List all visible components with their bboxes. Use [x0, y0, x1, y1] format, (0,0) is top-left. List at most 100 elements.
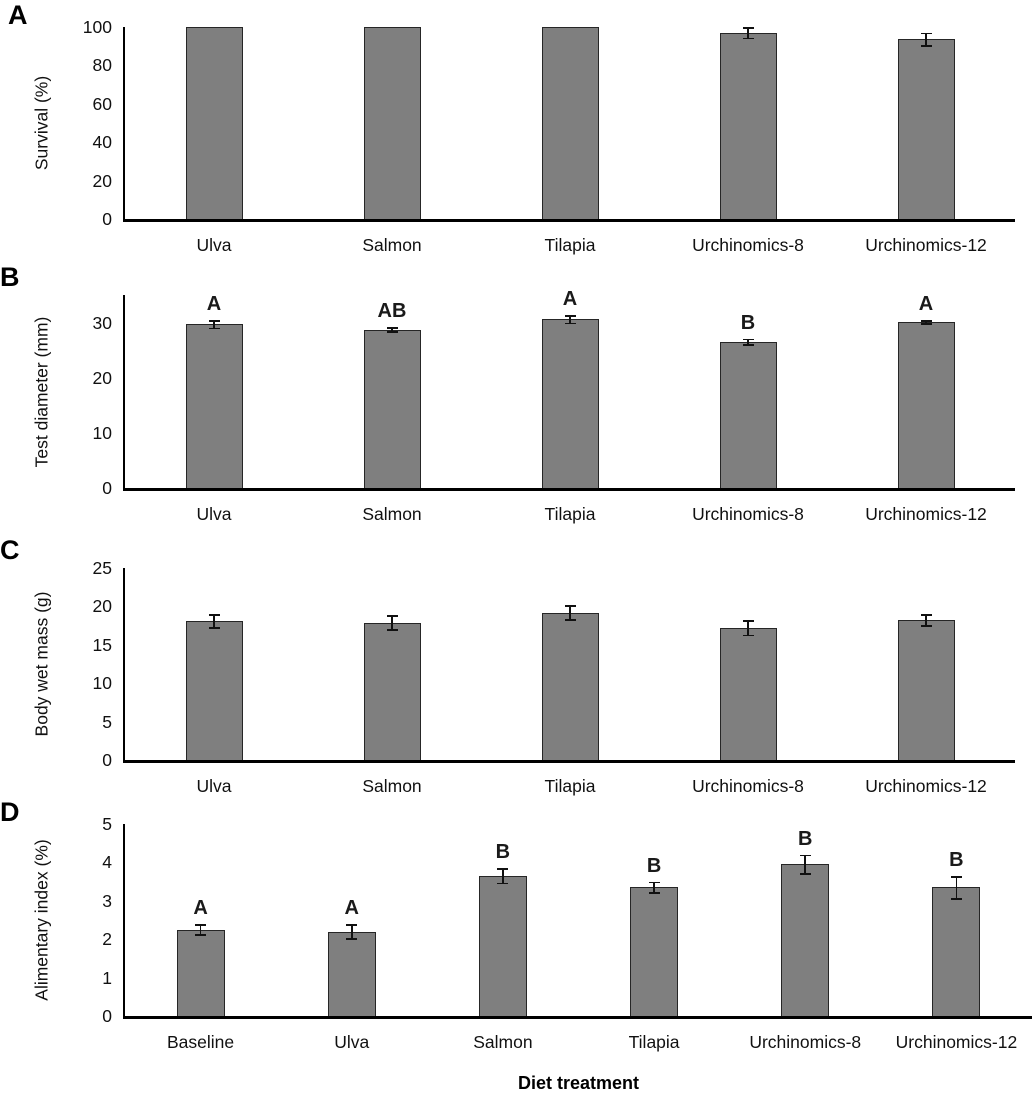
category-label: Tilapia: [544, 504, 596, 524]
category-label: Ulva: [196, 776, 232, 796]
error-bar-cap-bottom: [920, 625, 932, 628]
error-bar-cap-top: [742, 338, 754, 341]
error-bar: [502, 868, 504, 884]
error-bar: [569, 604, 571, 621]
error-bar-cap-top: [799, 854, 811, 857]
error-bar-cap-bottom: [564, 322, 576, 325]
category-label: Urchinomics-8: [692, 504, 804, 524]
panel-letter: C: [0, 535, 20, 565]
sig-letter: B: [798, 827, 813, 850]
error-bar-cap-top: [208, 319, 220, 322]
y-tick-label: 30: [92, 312, 112, 333]
category-label: Urchinomics-8: [692, 235, 804, 255]
error-bar: [391, 326, 393, 333]
error-bar-cap-bottom: [497, 882, 509, 885]
error-bar-cap-bottom: [742, 37, 754, 40]
error-bar-cap-bottom: [564, 619, 576, 621]
y-tick-label: 2: [102, 929, 112, 950]
panel-letter: D: [0, 797, 20, 827]
sig-letter: B: [740, 311, 756, 334]
category-label: Ulva: [196, 235, 232, 255]
error-bar-cap-top: [950, 875, 962, 878]
error-bar: [213, 319, 215, 329]
category-label: Urchinomics-8: [749, 1032, 862, 1052]
sig-letter: A: [562, 287, 578, 310]
y-tick-label: 0: [102, 1006, 112, 1026]
error-bar-cap-top: [920, 319, 932, 322]
error-bar-cap-bottom: [950, 897, 962, 900]
error-bar-cap-top: [208, 614, 220, 616]
x-axis-line: [123, 760, 1015, 763]
error-bar-cap-top: [920, 614, 932, 616]
bar: [363, 27, 421, 220]
sig-letter: A: [206, 292, 222, 315]
error-bar: [925, 614, 927, 627]
category-label: Salmon: [362, 235, 422, 255]
category-label: Tilapia: [544, 235, 596, 255]
error-bar-cap-bottom: [742, 634, 754, 637]
bar: [541, 612, 599, 761]
error-bar: [747, 27, 749, 39]
error-bar-cap-bottom: [920, 323, 932, 325]
error-bar-cap-top: [346, 923, 358, 926]
y-tick-label: 100: [82, 17, 112, 37]
bar: [897, 620, 955, 761]
category-label: Urchinomics-12: [865, 235, 987, 255]
error-bar-cap-bottom: [920, 45, 932, 47]
bar: [478, 875, 527, 1017]
x-axis-line: [123, 219, 1015, 222]
error-bar-cap-bottom: [386, 331, 398, 334]
error-bar-cap-bottom: [195, 934, 207, 937]
y-tick-label: 0: [102, 750, 112, 770]
error-bar: [391, 614, 393, 631]
bar: [541, 27, 599, 220]
error-bar: [350, 923, 353, 940]
bar: [719, 32, 777, 220]
error-bar: [747, 620, 749, 636]
y-tick-label: 20: [92, 170, 112, 191]
error-bar-cap-top: [742, 27, 754, 29]
error-bar-cap-bottom: [799, 872, 811, 875]
error-bar: [804, 854, 807, 874]
y-tick-label: 5: [102, 711, 112, 732]
error-bar-cap-top: [648, 881, 660, 884]
y-tick-label: 4: [102, 852, 112, 873]
error-bar: [925, 319, 927, 325]
error-bar-cap-bottom: [742, 344, 754, 346]
error-bar: [199, 923, 202, 936]
bar: [185, 620, 243, 761]
bar: [363, 329, 421, 489]
category-label: Tilapia: [628, 1032, 680, 1052]
error-bar: [569, 314, 571, 324]
bar: [185, 324, 243, 489]
error-bar-cap-top: [920, 32, 932, 35]
category-label: Salmon: [362, 504, 422, 524]
error-bar-cap-bottom: [208, 327, 220, 330]
y-tick-label: 40: [92, 132, 112, 153]
error-bar-cap-bottom: [346, 938, 358, 940]
error-bar-cap-top: [742, 620, 754, 622]
bar: [897, 322, 955, 489]
sig-letter: B: [646, 854, 662, 877]
y-tick-label: 5: [102, 814, 112, 834]
bar: [363, 622, 421, 761]
y-tick-label: 20: [92, 596, 112, 617]
panel-letter: B: [0, 262, 20, 292]
y-axis-line: [123, 27, 125, 219]
y-axis-line: [123, 824, 125, 1016]
panel-letter: A: [8, 0, 28, 30]
error-bar-cap-top: [386, 614, 398, 617]
sig-letter: A: [344, 896, 359, 919]
y-tick-label: 10: [92, 673, 112, 694]
y-axis-line: [123, 295, 125, 488]
sig-letter: B: [495, 841, 511, 864]
category-label: Tilapia: [544, 776, 596, 796]
bar: [897, 39, 955, 220]
bar: [185, 27, 243, 220]
y-axis-line: [123, 568, 125, 760]
sig-letter: A: [918, 292, 934, 315]
